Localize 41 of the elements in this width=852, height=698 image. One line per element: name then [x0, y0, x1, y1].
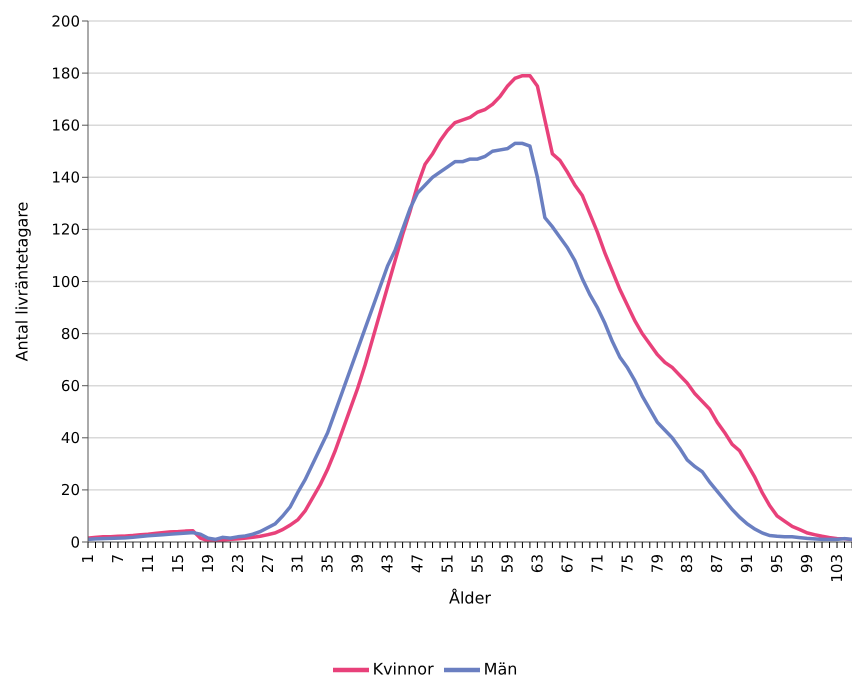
- x-axis-title: Ålder: [449, 588, 492, 608]
- y-tick-label: 200: [51, 12, 80, 30]
- x-tick-label: 59: [498, 554, 516, 574]
- x-tick-label: 47: [408, 554, 427, 574]
- y-axis-title: Antal livräntetagare: [12, 202, 32, 362]
- x-tick-label: 43: [378, 554, 397, 574]
- x-tick-label: 75: [618, 554, 636, 574]
- y-tick-label: 120: [51, 220, 80, 239]
- x-tick-label: 35: [318, 554, 337, 574]
- y-tick-label: 60: [60, 377, 80, 396]
- x-tick-label: 23: [228, 554, 247, 574]
- x-tick-label: 87: [708, 554, 726, 574]
- x-tick-label: 95: [768, 554, 786, 574]
- x-tick-label: 1: [79, 554, 97, 564]
- x-tick-label: 67: [558, 554, 576, 574]
- x-tick-label: 71: [588, 554, 606, 574]
- y-tick-label: 160: [51, 116, 80, 135]
- x-tick-label: 39: [348, 554, 367, 574]
- x-tick-label: 19: [198, 554, 217, 574]
- y-tick-label: 140: [51, 168, 80, 187]
- y-tick-label: 20: [60, 481, 80, 500]
- x-tick-label: 91: [738, 554, 756, 574]
- x-tick-label: 103: [828, 554, 846, 583]
- x-tick-label: 11: [138, 554, 157, 574]
- x-tick-label: 83: [678, 554, 696, 574]
- y-tick-label: 100: [51, 272, 80, 291]
- x-tick-label: 7: [108, 554, 127, 564]
- x-tick-label: 55: [468, 554, 486, 574]
- y-tick-label: 80: [60, 324, 80, 343]
- x-tick-label: 27: [258, 554, 277, 574]
- x-tick-label: 51: [438, 554, 457, 574]
- y-tick-label: 0: [70, 533, 80, 552]
- y-tick-label: 180: [51, 64, 80, 82]
- x-tick-label: 63: [528, 554, 546, 574]
- x-tick-label: 79: [648, 554, 666, 574]
- x-tick-label: 15: [168, 554, 187, 574]
- x-tick-label: 99: [798, 554, 816, 574]
- y-tick-label: 40: [60, 429, 80, 448]
- legend-label: Män: [484, 659, 518, 678]
- x-tick-label: 31: [288, 554, 307, 574]
- legend-label: Kvinnor: [372, 659, 434, 678]
